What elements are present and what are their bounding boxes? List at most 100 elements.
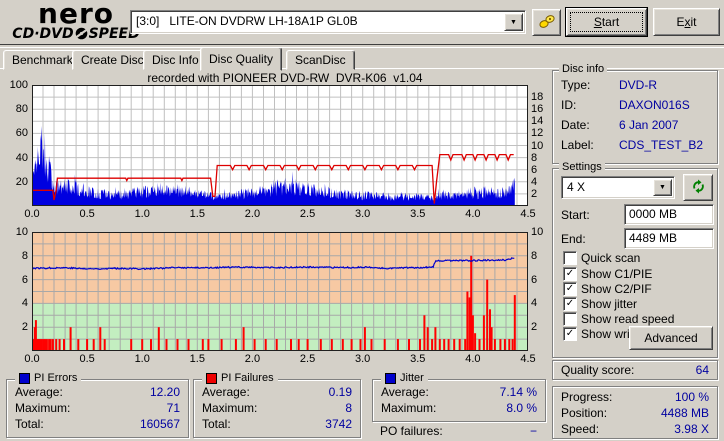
drive-select-dropdown-button[interactable]: ▼ [504,13,523,31]
tick-label: 4 [21,297,28,310]
tick-label: 1.5 [189,353,205,365]
tick-label: 2 [531,321,538,334]
disc-id-value: DAXON016S [619,98,690,112]
logo-cddvd-text: CD·DVD [12,26,74,42]
tick-label: 1.5 [189,208,205,220]
pi-failures-panel: PI Failures Average: 0.19 Maximum: 8 Total… [193,372,361,438]
pi-failures-swatch-icon [206,372,217,384]
pi-failures-average: 0.19 [328,385,352,399]
tick-label: 0.0 [24,353,40,365]
chart-title: recorded with PIONEER DVD-RW DVR-K06 v1.… [147,71,423,85]
tick-label: 8 [531,249,538,262]
start-position-field[interactable]: 0000 MB [624,204,714,225]
show-jitter-checkbox[interactable]: ✓ [563,297,577,311]
progress-panel: Progress: 100 % Position: 4488 MB Speed:… [552,386,718,439]
tick-label: 18 [531,91,544,104]
tick-label: 60 [15,127,28,140]
tick-label: 8 [531,151,538,164]
scan-speed-dropdown-button[interactable]: ▼ [653,179,672,196]
start-button[interactable]: Start [566,8,647,36]
tick-label: 100 [9,79,28,91]
tick-label: 16 [531,103,544,116]
tick-label: 20 [15,175,28,188]
tick-label: 2.5 [299,353,316,365]
disc-date-value: 6 Jan 2007 [619,118,679,132]
start-button-label: S [593,15,602,29]
tick-label: 80 [15,103,28,116]
tick-label: 2.0 [244,208,261,220]
scan-speed-select[interactable]: 4 X ▼ [561,176,675,199]
tick-label: 1.0 [134,208,150,220]
tick-label: 3.5 [410,353,426,365]
tab-benchmark[interactable]: Benchmark [3,50,82,70]
show-c2-pif-checkbox[interactable]: ✓ [563,282,577,296]
show-read-speed-checkbox[interactable] [563,312,577,326]
tick-label: 10 [531,226,544,238]
quality-score-value: 64 [695,363,709,377]
tab-create-disc[interactable]: Create Disc [72,50,153,70]
tick-label: 40 [15,151,28,164]
eject-disc-button[interactable] [532,9,561,36]
end-position-value: 4489 MB [629,231,678,245]
refresh-button[interactable] [683,174,713,201]
jitter-panel: Jitter Average: 7.14 % Maximum: 8.0 % [372,372,546,422]
tick-label: 2.0 [244,353,261,365]
disc-logo-icon [74,27,88,44]
progress-value: 100 % [674,390,709,404]
advanced-button-label: Advanced [644,331,698,345]
tick-label: 3.0 [355,353,371,365]
settings-title: Settings [559,161,605,173]
tick-label: 8 [21,249,28,262]
tick-label: 2 [21,321,28,334]
exit-button[interactable]: Exit [653,8,720,36]
tab-scandisc[interactable]: ScanDisc [286,50,355,70]
chevron-down-icon: ▼ [659,184,666,191]
nero-logo-text: nero [38,0,114,30]
tick-label: 4.5 [520,208,536,220]
tick-label: 12 [531,127,544,140]
tick-label: 10 [531,139,544,152]
tab-disc-quality[interactable]: Disc Quality [200,47,283,71]
tick-label: 1.0 [134,353,150,365]
drive-select[interactable]: [3:0] LITE-ON DVDRW LH-18A1P GL0B ▼ [130,10,526,34]
disc-label-value: CDS_TEST_B2 [619,138,704,152]
tick-label: 0.5 [79,353,95,365]
exit-button-label: E [676,15,685,29]
jitter-average: 7.14 % [499,385,537,399]
pi-failures-title: PI Failures [221,372,274,384]
tab-disc-info[interactable]: Disc Info [143,50,208,70]
advanced-button[interactable]: Advanced [629,326,713,350]
show-c1-pie-checkbox[interactable]: ✓ [563,267,577,281]
tick-label: 2.5 [299,208,316,220]
tick-label: 4 [531,175,538,188]
tick-label: 3.0 [355,208,371,220]
show-write-speed-checkbox[interactable]: ✓ [563,327,577,341]
tick-label: 0.0 [24,208,40,220]
position-value: 4488 MB [660,406,709,420]
quick-scan-checkbox[interactable] [563,251,577,265]
drive-select-value: [3:0] LITE-ON DVDRW LH-18A1P GL0B [136,14,358,28]
logo-speed-text: SPEED [88,26,140,42]
tick-label: 2 [531,187,538,200]
jitter-swatch-icon [385,372,396,384]
tick-label: 4.0 [465,208,481,220]
tick-label: 10 [15,226,28,238]
tick-label: 3.5 [410,208,426,220]
jitter-title: Jitter [400,372,424,384]
jitter-maximum: 8.0 % [506,401,537,415]
disc-type-value: DVD-R [619,78,657,92]
end-position-field[interactable]: 4489 MB [624,228,714,249]
settings-group: Settings 4 X ▼ Start: 0000 MB End: 4489 … [552,161,718,358]
pi-failures-jitter-chart [32,232,528,351]
scan-speed-value: 4 X [567,180,586,194]
pi-failures-total: 3742 [325,417,352,431]
pi-errors-panel: PI Errors Average: 12.20 Maximum: 71 Total… [6,372,189,438]
tick-label: 0.5 [79,208,95,220]
tick-label: 6 [21,273,28,286]
tick-label: 4.0 [465,353,481,365]
po-failures-value: − [529,424,537,438]
pi-errors-total: 160567 [139,417,180,431]
pi-failures-maximum: 8 [345,401,352,415]
refresh-icon [691,179,706,197]
disc-info-group: Disc info Type: DVD-R ID: DAXON016S Date… [552,63,718,164]
